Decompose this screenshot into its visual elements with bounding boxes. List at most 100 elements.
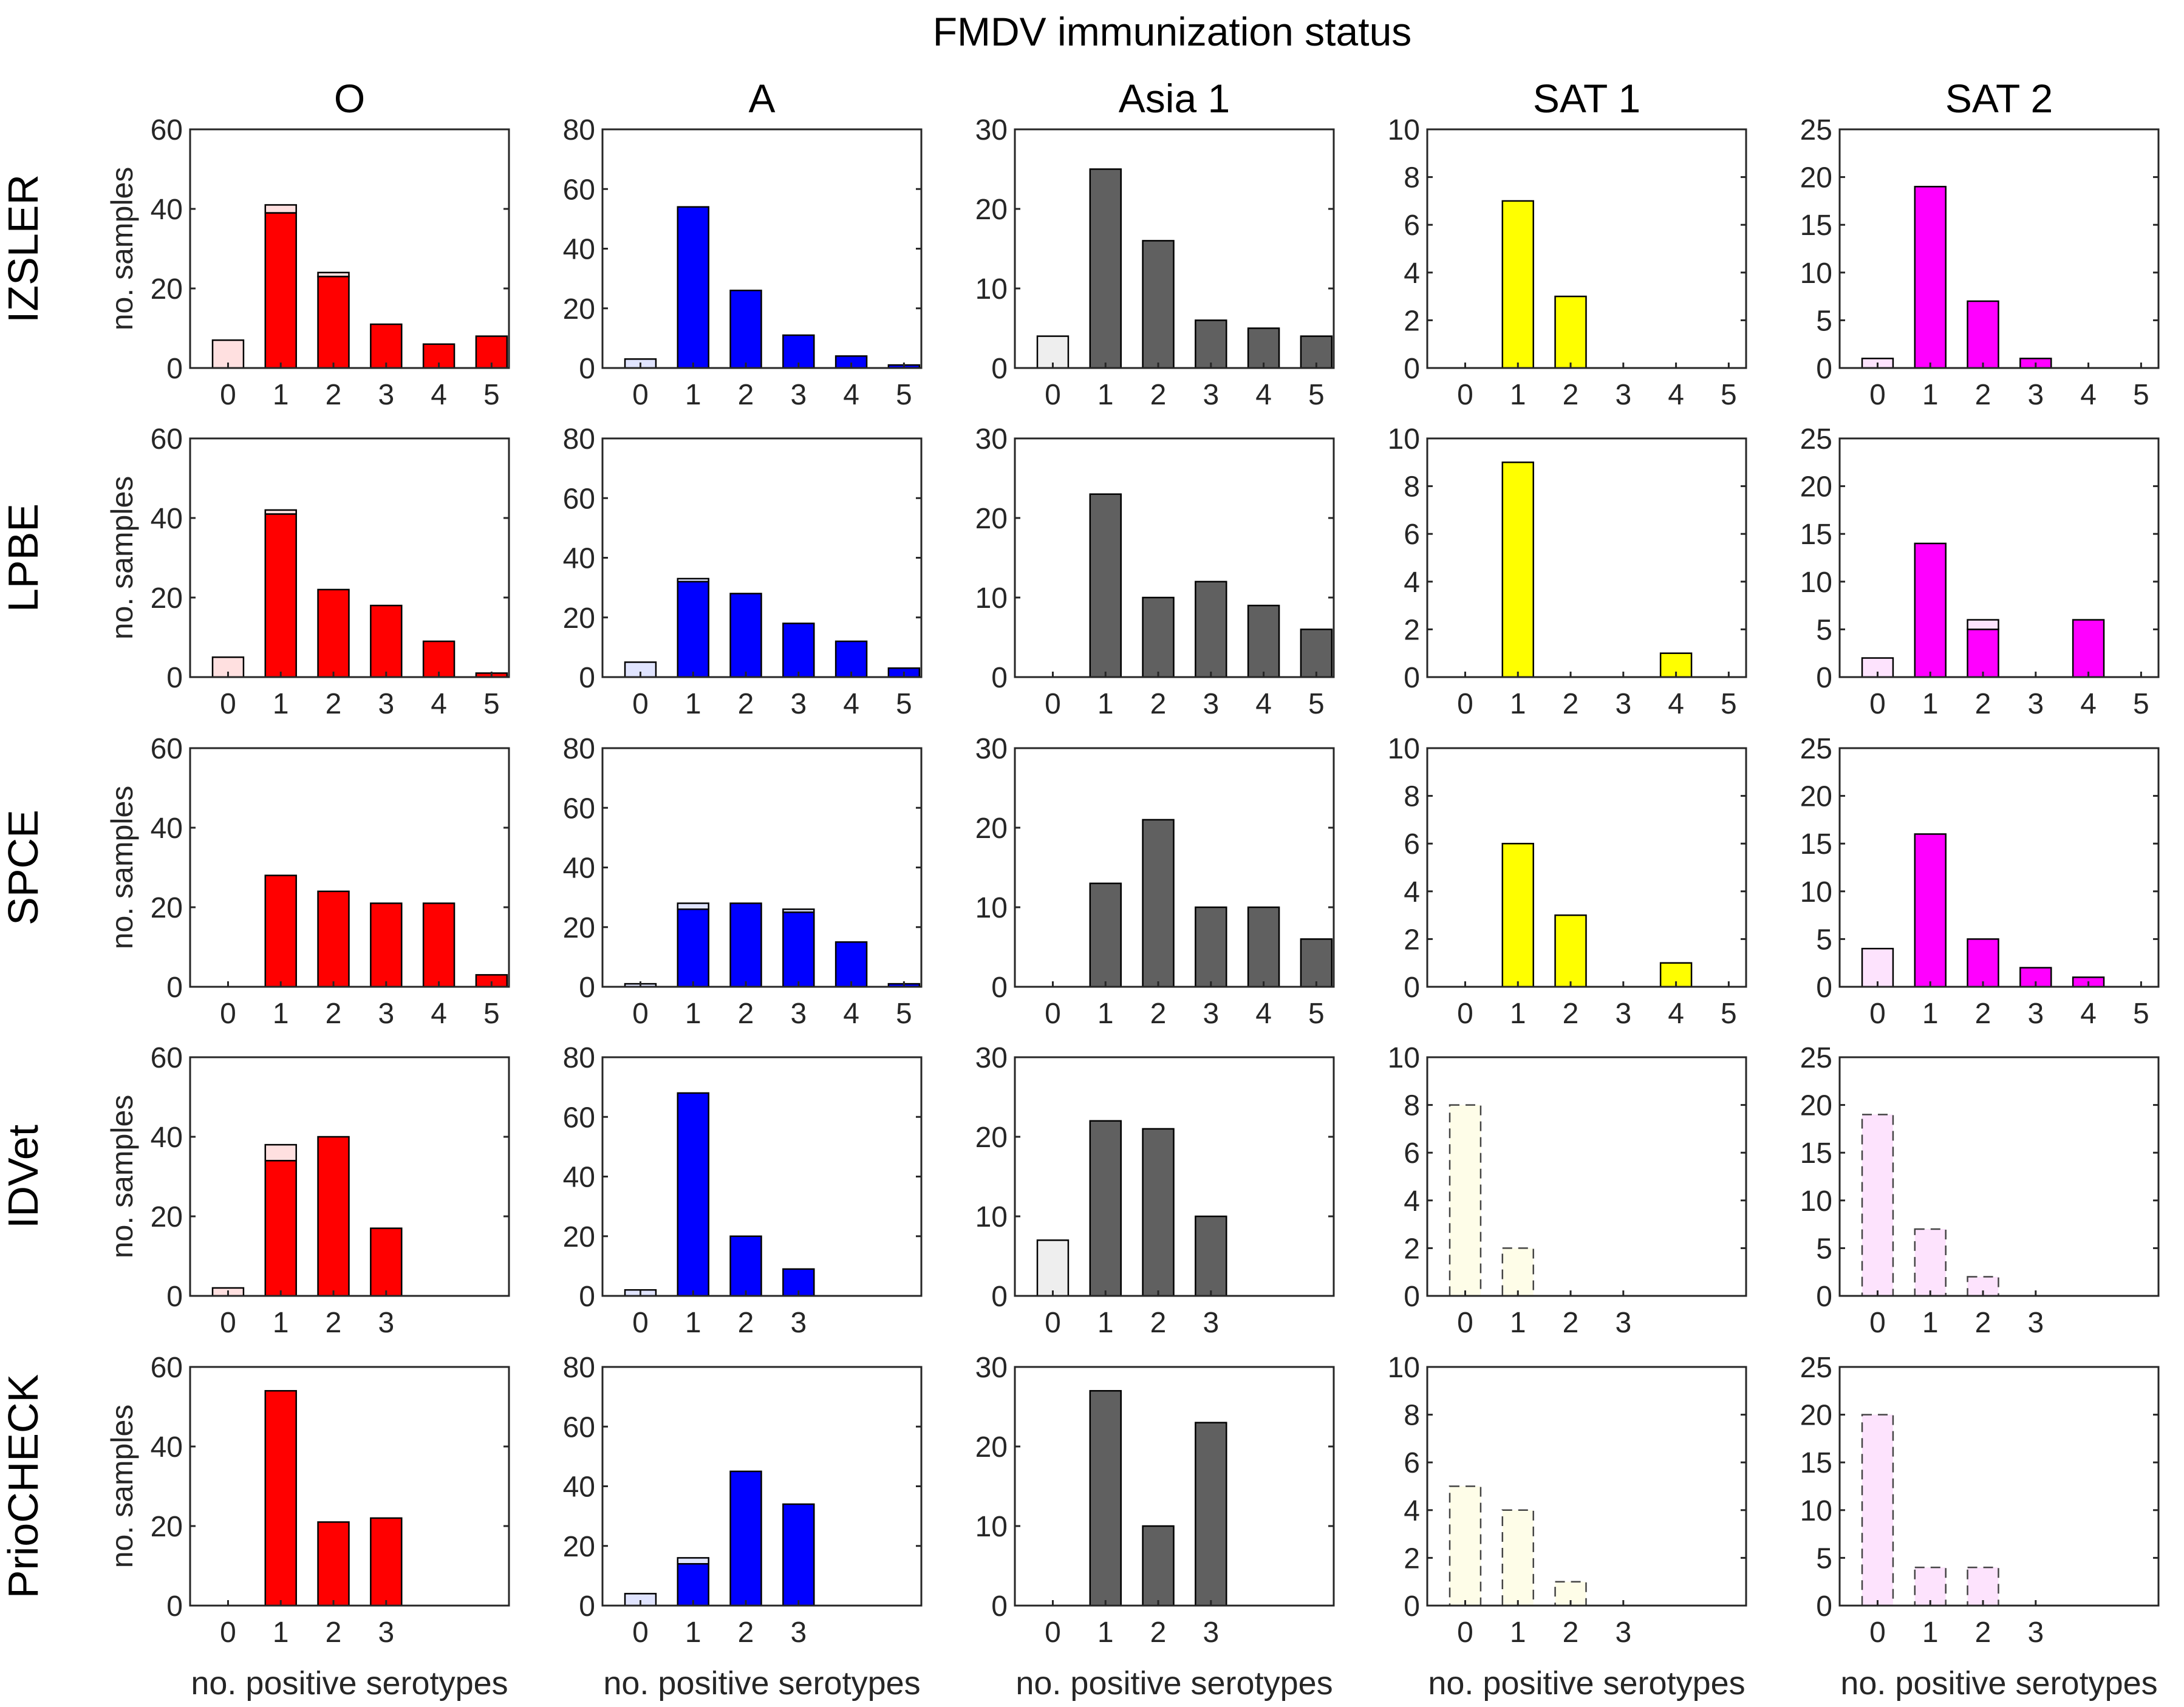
y-tick-label: 15 [1800,1137,1832,1170]
panel-priocheck-asia-1: 0 10 20 30 0 1 2 3 no. positive serotypes [975,1352,1335,1702]
axes-box [1014,1056,1335,1297]
y-tick-label: 8 [1404,1400,1420,1432]
bar-positive [1501,462,1534,678]
y-tick-label: 0 [1816,662,1832,694]
y-tick-label: 2 [1404,614,1420,646]
x-tick-label: 5 [483,688,500,720]
x-tick-label: 2 [738,1307,754,1339]
row-label-priocheck: PrioCHECK [0,1374,47,1599]
y-tick-label: 10 [975,1511,1008,1543]
panel-priocheck-sat-2: 0 5 10 15 20 25 0 1 2 3 no. positive serotypes [1800,1352,2160,1702]
y-tick-label: 0 [1404,1281,1420,1313]
x-tick-label: 4 [1668,998,1684,1030]
x-tick-label: 0 [1457,1307,1473,1339]
x-tick-label: 1 [685,1307,701,1339]
y-tick-label: 5 [1816,1542,1832,1575]
x-tick-label: 4 [1668,688,1684,720]
y-tick-label: 40 [151,1122,183,1154]
x-tick-label: 5 [896,998,912,1030]
bar-positive [1247,327,1280,369]
x-tick-label: 0 [632,998,649,1030]
x-tick-label: 0 [1045,379,1061,411]
y-tick-label: 80 [563,733,595,765]
x-tick-label: 1 [685,379,701,411]
bar-positive [1089,493,1122,678]
bar-light [1861,1414,1894,1607]
y-tick-label: 20 [151,582,183,615]
panel-izsler-asia-1: 0 10 20 30 0 1 2 3 4 5 [975,114,1335,411]
bar-positive [1300,629,1333,678]
axes-box [189,437,510,678]
x-tick-label: 2 [1975,998,1991,1030]
panel-izsler-o: 0 20 40 60 0 1 2 3 4 5 no. samples [105,114,510,411]
x-tick-label: 4 [431,998,447,1030]
bar-positive [834,941,868,988]
column-title-o: O [334,76,365,121]
panel-izsler-sat-2: 0 5 10 15 20 25 0 1 2 3 4 5 [1800,114,2160,411]
bar-light [211,339,245,369]
x-tick-label: 3 [1203,688,1219,720]
x-tick-label: 0 [1457,998,1473,1030]
panel-izsler-a: 0 20 40 60 80 0 1 2 3 4 5 [563,114,923,411]
bar-positive [264,212,297,369]
x-tick-label: 3 [378,1617,394,1649]
y-tick-label: 4 [1404,567,1420,599]
y-tick-label: 20 [563,912,595,944]
axes-box [1014,128,1335,369]
bar-positive [1501,842,1534,988]
y-tick-label: 0 [1816,1590,1832,1623]
x-axis-label: no. positive serotypes [1015,1665,1333,1702]
y-tick-label: 4 [1404,1185,1420,1218]
x-tick-label: 2 [1563,1617,1579,1649]
axes-box [1838,1366,2160,1607]
x-tick-label: 4 [1255,379,1272,411]
bar-positive [1195,1422,1227,1607]
x-tick-label: 1 [1510,688,1526,720]
panel-lpbe-o: 0 20 40 60 0 1 2 3 4 5 no. samples [105,423,510,720]
axes-box [1014,437,1335,678]
y-tick-label: 0 [579,662,595,694]
panel-spce-o: 0 20 40 60 0 1 2 3 4 5 no. samples [105,733,510,1030]
bar-positive [1142,596,1175,678]
x-tick-label: 3 [790,998,807,1030]
bar-positive [422,902,456,988]
y-tick-label: 60 [563,174,595,206]
y-tick-label: 40 [151,1431,183,1463]
axes-box [1426,747,1747,988]
x-tick-label: 0 [1869,998,1886,1030]
y-tick-label: 20 [975,813,1008,845]
axes-box [189,1056,510,1297]
x-tick-label: 3 [790,688,807,720]
x-tick-label: 2 [326,379,342,411]
x-tick-label: 5 [896,688,912,720]
y-tick-label: 6 [1404,1447,1420,1479]
bar-positive [1967,938,1999,988]
axes-box [189,1366,510,1607]
bar-positive [1914,542,1947,678]
bar-positive [317,1136,350,1297]
x-tick-label: 0 [1457,688,1473,720]
bar-light [1967,619,1999,630]
y-tick-label: 0 [1404,1590,1420,1623]
y-tick-label: 20 [563,293,595,325]
y-tick-label: 25 [1800,1352,1832,1384]
y-tick-label: 20 [1800,471,1832,503]
x-tick-label: 0 [1045,1617,1061,1649]
x-tick-label: 2 [1150,1307,1167,1339]
bar-positive [782,1503,815,1607]
y-tick-label: 8 [1404,162,1420,194]
bar-positive [370,902,403,988]
x-tick-label: 2 [326,1307,342,1339]
y-tick-label: 20 [975,1431,1008,1463]
bar-light [317,271,350,278]
x-tick-label: 3 [2027,1617,2044,1649]
x-tick-label: 5 [1721,998,1737,1030]
axes-box [1838,437,2160,678]
y-tick-label: 2 [1404,305,1420,337]
bar-light [264,1143,297,1162]
y-tick-label: 8 [1404,781,1420,813]
y-tick-label: 30 [975,1352,1008,1384]
y-tick-label: 5 [1816,614,1832,646]
y-tick-label: 10 [975,892,1008,924]
